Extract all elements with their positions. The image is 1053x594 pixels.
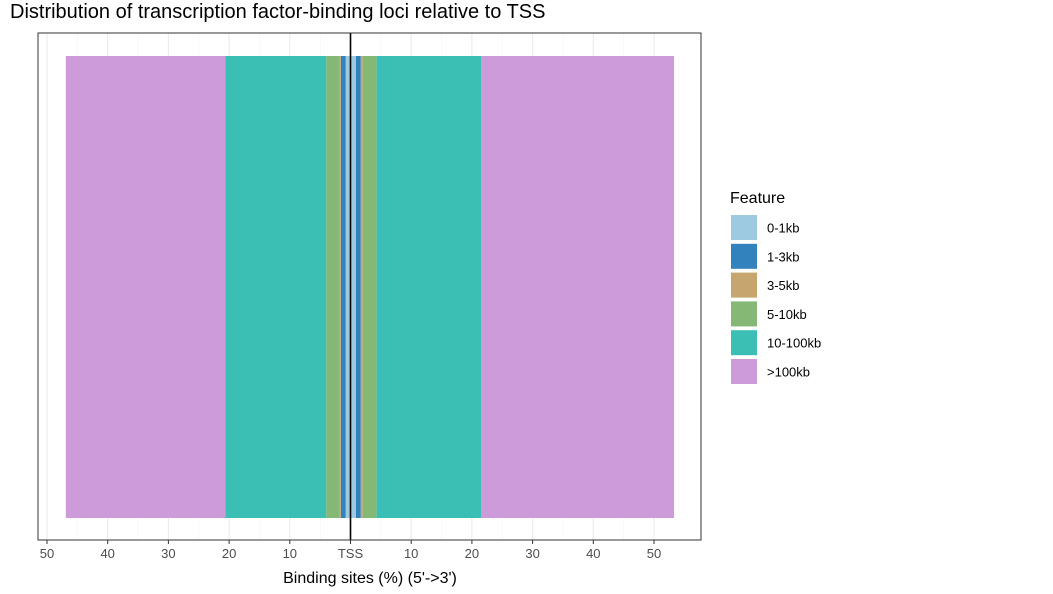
bar-segments bbox=[65, 56, 675, 518]
legend-label: 0-1kb bbox=[767, 221, 800, 236]
x-tick-label: 30 bbox=[525, 546, 539, 561]
bar-downstream-3-5kb bbox=[360, 56, 363, 518]
legend-label: >100kb bbox=[767, 365, 810, 380]
bar-downstream-100kb bbox=[481, 56, 675, 518]
legend-key-0-1kb bbox=[731, 215, 757, 240]
legend-key-3-5kb bbox=[731, 272, 757, 298]
legend-label: 1-3kb bbox=[767, 249, 800, 264]
bar-upstream-100kb bbox=[65, 56, 226, 518]
legend-key-100kb bbox=[731, 359, 757, 384]
bar-downstream-5-10kb bbox=[362, 56, 377, 518]
bar-downstream-10-100kb bbox=[376, 56, 482, 518]
plot-panel-border bbox=[37, 32, 702, 541]
x-tick-label: 10 bbox=[283, 546, 297, 561]
legend-key-1-3kb bbox=[731, 243, 757, 269]
legend-label: 5-10kb bbox=[767, 307, 807, 322]
x-tick-label: TSS bbox=[338, 546, 364, 561]
bar-upstream-1-3kb bbox=[340, 56, 346, 518]
x-tick-label: 10 bbox=[404, 546, 418, 561]
chart-title: Distribution of transcription factor-bin… bbox=[10, 1, 545, 23]
x-axis-title: Binding sites (%) (5'->3') bbox=[283, 570, 457, 587]
bar-upstream-0-1kb bbox=[345, 56, 351, 518]
legend-label: 3-5kb bbox=[767, 278, 800, 293]
x-tick-label: 20 bbox=[465, 546, 479, 561]
legend-key-10-100kb bbox=[731, 330, 757, 356]
x-tick-label: 30 bbox=[161, 546, 175, 561]
bar-upstream-10-100kb bbox=[225, 56, 327, 518]
x-tick-label: 40 bbox=[586, 546, 600, 561]
bar-downstream-1-3kb bbox=[355, 56, 361, 518]
legend-key-5-10kb bbox=[731, 301, 757, 327]
bar-upstream-5-10kb bbox=[326, 56, 339, 518]
legend-label: 10-100kb bbox=[767, 336, 821, 351]
x-tick-label: 50 bbox=[40, 546, 54, 561]
x-tick-label: 20 bbox=[222, 546, 236, 561]
legend-title: Feature bbox=[730, 190, 785, 207]
x-tick-label: 40 bbox=[100, 546, 114, 561]
x-axis-ticks: 50 40 30 20 10 TSS 10 20 30 40 50 bbox=[40, 540, 661, 561]
bar-upstream-3-5kb bbox=[338, 56, 341, 518]
bar-downstream-0-1kb bbox=[350, 56, 356, 518]
x-tick-label: 50 bbox=[647, 546, 661, 561]
legend: 0-1kb 1-3kb 3-5kb 5-10kb 10-100kb >100kb bbox=[731, 215, 821, 384]
